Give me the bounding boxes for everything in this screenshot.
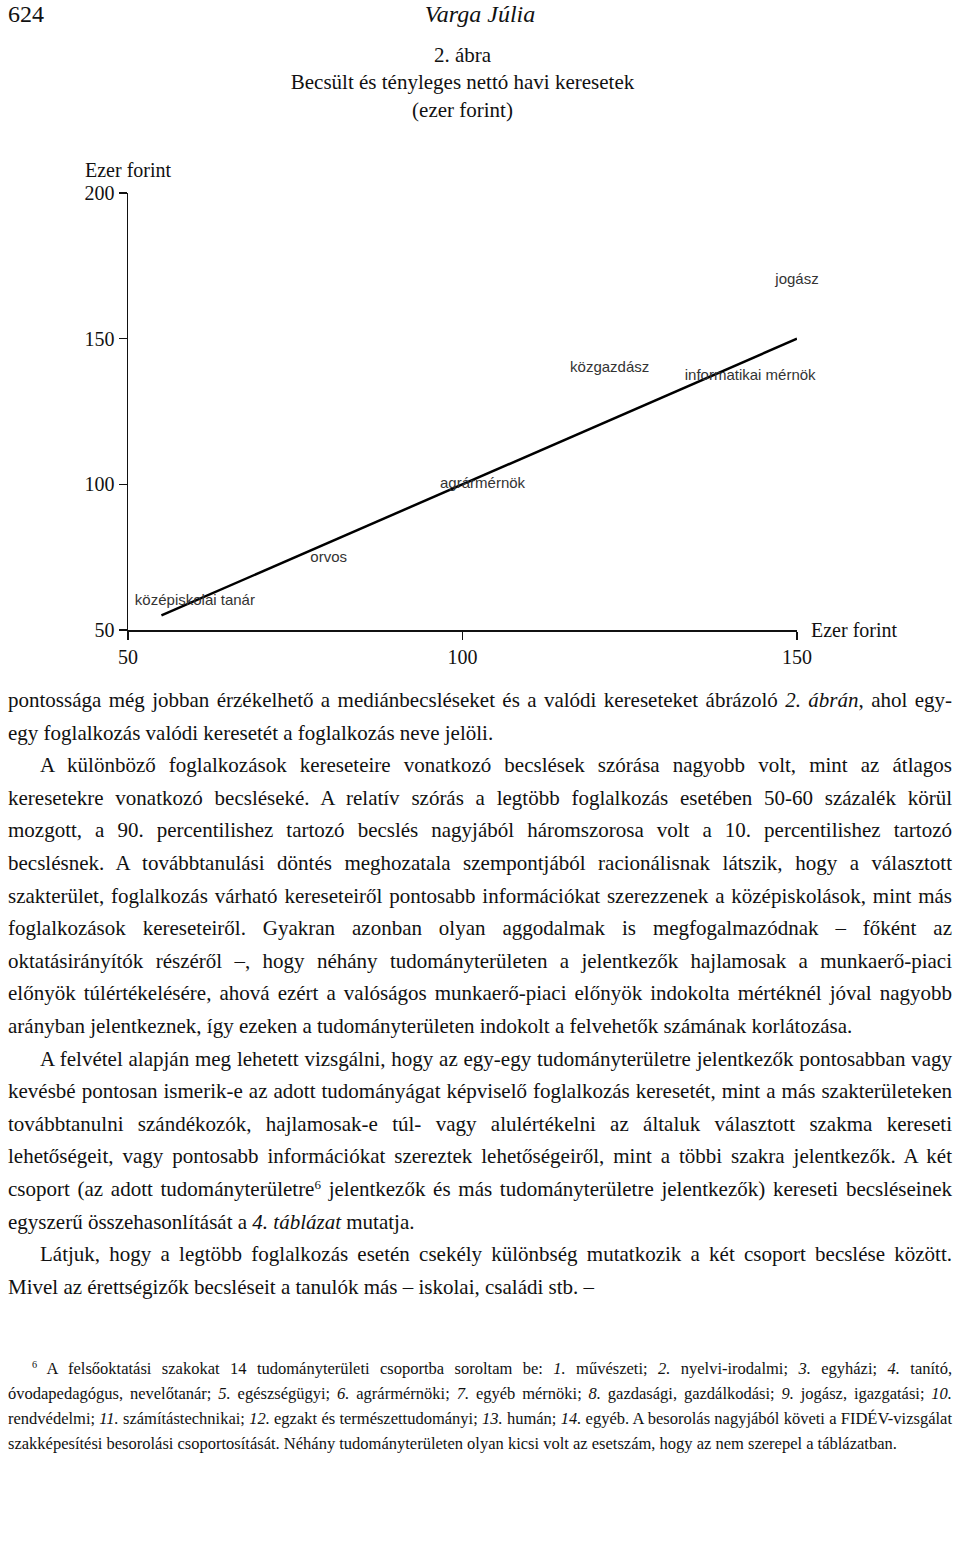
html-text:rendvédelmi; 11. számítástechn: rendvédelmi; 11. számítástechnikai; 12. …	[8, 1409, 952, 1453]
svg-text:közgazdász: közgazdász	[570, 358, 649, 375]
html-text:A különböző foglalkozások kere: A különböző foglalkozások kereseteire vo…	[8, 753, 952, 1038]
svg-text:jogász: jogász	[774, 270, 818, 287]
svg-text:agrármérnök: agrármérnök	[440, 474, 526, 491]
svg-text:50: 50	[118, 646, 138, 668]
html-text:Látjuk, hogy a legtöbb foglalk: Látjuk, hogy a legtöbb foglalkozás eseté…	[8, 1242, 952, 1299]
svg-text:100: 100	[85, 473, 115, 495]
svg-text:50: 50	[95, 619, 115, 641]
svg-text:informatikai mérnök: informatikai mérnök	[685, 366, 816, 383]
svg-text:200: 200	[85, 182, 115, 204]
html-text:Varga Júlia: Varga Júlia	[424, 1, 536, 27]
svg-text:orvos: orvos	[310, 548, 347, 565]
svg-text:2. ábraBecsült és tényleges ne: 2. ábraBecsült és tényleges nettó havi k…	[291, 43, 635, 122]
svg-text:100: 100	[448, 646, 478, 668]
svg-text:Ezer forint: Ezer forint	[85, 159, 172, 181]
svg-text:Ezer forint: Ezer forint	[811, 619, 898, 641]
html-text:pontossága még jobban érzékelh: pontossága még jobban érzékelhető a medi…	[8, 688, 952, 745]
html-text:624: 624	[8, 1, 44, 27]
svg-text:150: 150	[85, 328, 115, 350]
html-text:6A felsőoktatási szakokat 14 t: 6A felsőoktatási szakokat 14 tudományter…	[8, 1359, 952, 1403]
svg-text:középiskolai tanár: középiskolai tanár	[135, 591, 255, 608]
svg-text:150: 150	[782, 646, 812, 668]
html-text:A felvétel alapján meg lehetet: A felvétel alapján meg lehetett vizsgáln…	[8, 1046, 952, 1234]
